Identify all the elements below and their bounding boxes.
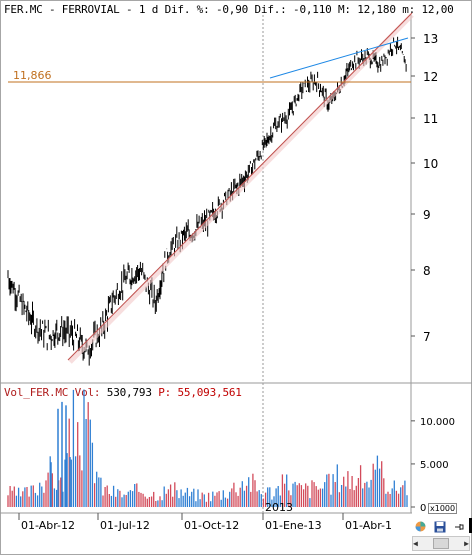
scroll-right-icon[interactable]: ▶ xyxy=(464,539,469,548)
support-shadow xyxy=(68,13,414,364)
save-icon[interactable] xyxy=(431,518,448,535)
price-tick-label: 12 xyxy=(423,70,438,84)
volume-header: Vol_FER.MC Vol: 530,793 P: 55,093,561 xyxy=(4,386,242,399)
price-tick-label: 13 xyxy=(423,32,438,46)
horizontal-line-label: 11,866 xyxy=(13,69,52,82)
scroll-left-icon[interactable]: ◀ xyxy=(413,539,418,548)
price-tick-label: 7 xyxy=(423,330,431,344)
price-tick-label: 9 xyxy=(423,208,431,222)
support-trendline xyxy=(67,12,413,361)
color-wheel-icon[interactable] xyxy=(412,518,429,535)
p-value: 55,093,561 xyxy=(177,386,242,399)
volume-tick-label: 5.000 xyxy=(420,460,449,471)
price-tick-label: 10 xyxy=(423,157,438,171)
color-swatch[interactable] xyxy=(469,518,472,533)
horizontal-scrollbar[interactable]: ◀ ▶ xyxy=(412,536,470,551)
p-label: P: xyxy=(158,386,172,399)
pin-icon[interactable] xyxy=(450,518,467,535)
resistance-trendline xyxy=(269,37,409,79)
volume-tick-label: 10.000 xyxy=(420,417,455,428)
price-tick-label: 8 xyxy=(423,264,431,278)
date-tick-label: 01-Abr-1 xyxy=(345,519,392,532)
date-tick-label: 01-Abr-12 xyxy=(21,519,75,532)
volume-label: Vol_FER.MC Vol: xyxy=(4,386,101,399)
scroll-thumb[interactable] xyxy=(433,538,449,549)
volume-multiplier-badge: x1000 xyxy=(428,503,458,514)
chart-header: FER.MC - FERROVIAL - 1 d Dif. %: -0,90 D… xyxy=(4,3,454,16)
year-marker: 2013 xyxy=(265,501,293,514)
volume-value: 530,793 xyxy=(106,386,152,399)
date-tick-label: 01-Jul-12 xyxy=(100,519,150,532)
date-tick-label: 01-Ene-13 xyxy=(265,519,322,532)
price-tick-label: 11 xyxy=(423,112,438,126)
date-tick-label: 01-Oct-12 xyxy=(184,519,239,532)
volume-tick-label: 0 xyxy=(420,503,426,514)
chart-toolbar xyxy=(412,518,472,535)
